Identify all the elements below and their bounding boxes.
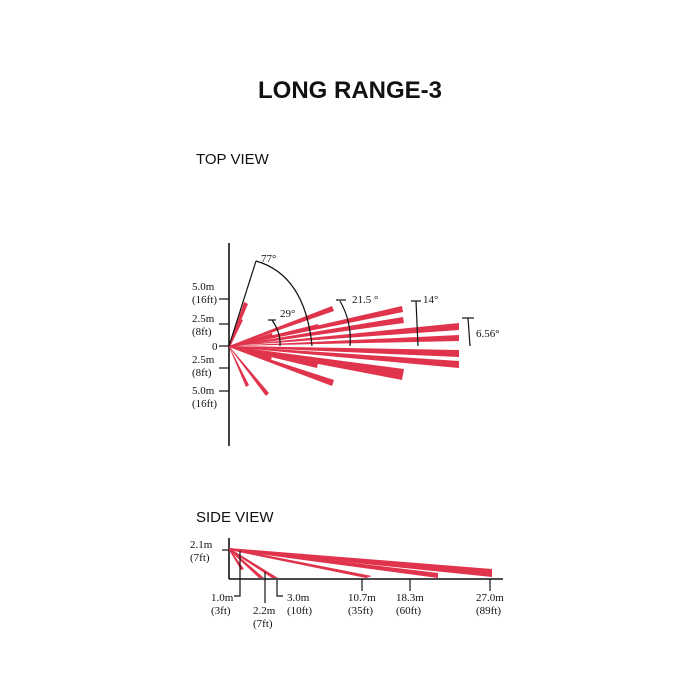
angle-arc-77 [255, 260, 313, 347]
distance-label-ft: (10ft) [287, 605, 312, 617]
distance-label-m: 10.7m [348, 592, 376, 604]
y-label-ft: (8ft) [192, 326, 212, 338]
beam [229, 346, 459, 368]
angle-label-6: 6.56° [476, 328, 500, 340]
y-label-m: 0 [212, 341, 218, 353]
beam [229, 306, 403, 347]
distance-label-ft: (3ft) [211, 605, 231, 617]
distance-label-m: 27.0m [476, 592, 504, 604]
beam [229, 548, 492, 577]
top-view-y-labels: 5.0m (16ft) 2.5m (8ft) 0 2.5m (8ft) 5.0m… [192, 281, 229, 410]
y-label-m: 5.0m [192, 281, 215, 293]
distance-label-m: 1.0m [211, 592, 234, 604]
y-label-ft: (8ft) [192, 367, 212, 379]
beam [229, 346, 269, 396]
side-view-beams [229, 548, 492, 578]
beam [229, 323, 459, 346]
angle-ray [228, 260, 257, 347]
diagram-title: LONG RANGE-3 [258, 77, 442, 104]
side-view-heading: SIDE VIEW [196, 509, 274, 526]
top-view: TOP VIEW 5.0m (16ft) 2.5m (8ft) 0 2.5m (… [192, 151, 500, 446]
beam [229, 335, 459, 346]
angle-line-6 [467, 317, 471, 347]
y-label-m: 2.5m [192, 354, 215, 366]
distance-label-ft: (35ft) [348, 605, 373, 617]
y-label-m: 2.5m [192, 313, 215, 325]
top-view-heading: TOP VIEW [196, 151, 270, 168]
beam [229, 548, 372, 578]
beam [229, 346, 459, 357]
beam [229, 548, 264, 578]
distance-label-m: 2.2m [253, 605, 276, 617]
y-label-ft: (16ft) [192, 294, 217, 306]
beam [229, 346, 272, 360]
beam [229, 317, 404, 347]
distance-label-ft: (60ft) [396, 605, 421, 617]
angle-arc-29 [271, 319, 281, 347]
angle-arc-21 [339, 300, 351, 347]
top-view-beams [229, 302, 459, 396]
angle-markers: 77° 29° 21.5 ° 14° 6.56° [228, 253, 500, 347]
angle-label-14: 14° [423, 294, 438, 306]
distance-labels: 1.0m (3ft) 2.2m (7ft) 3.0m (10ft) 10.7m … [211, 592, 504, 630]
distance-label-m: 18.3m [396, 592, 424, 604]
angle-label-29: 29° [280, 308, 295, 320]
beam [229, 548, 438, 578]
y-label-m: 5.0m [192, 385, 215, 397]
y-label-ft: (16ft) [192, 398, 217, 410]
beam [229, 306, 334, 347]
distance-label-ft: (7ft) [253, 618, 273, 630]
beam [229, 548, 278, 578]
leader-3m [276, 580, 283, 597]
height-label-m: 2.1m [190, 539, 213, 551]
angle-line-14 [415, 300, 419, 347]
beam [229, 346, 249, 387]
angle-label-21: 21.5 ° [352, 294, 378, 306]
distance-label-ft: (89ft) [476, 605, 501, 617]
leader-1m [234, 551, 241, 597]
beam [229, 319, 243, 347]
distance-label-m: 3.0m [287, 592, 310, 604]
distance-leaders [234, 551, 491, 603]
height-label-ft: (7ft) [190, 552, 210, 564]
beam [229, 346, 334, 386]
angle-label-77: 77° [261, 253, 276, 265]
side-view: SIDE VIEW 2.1m (7ft) 1.0m [190, 509, 504, 630]
